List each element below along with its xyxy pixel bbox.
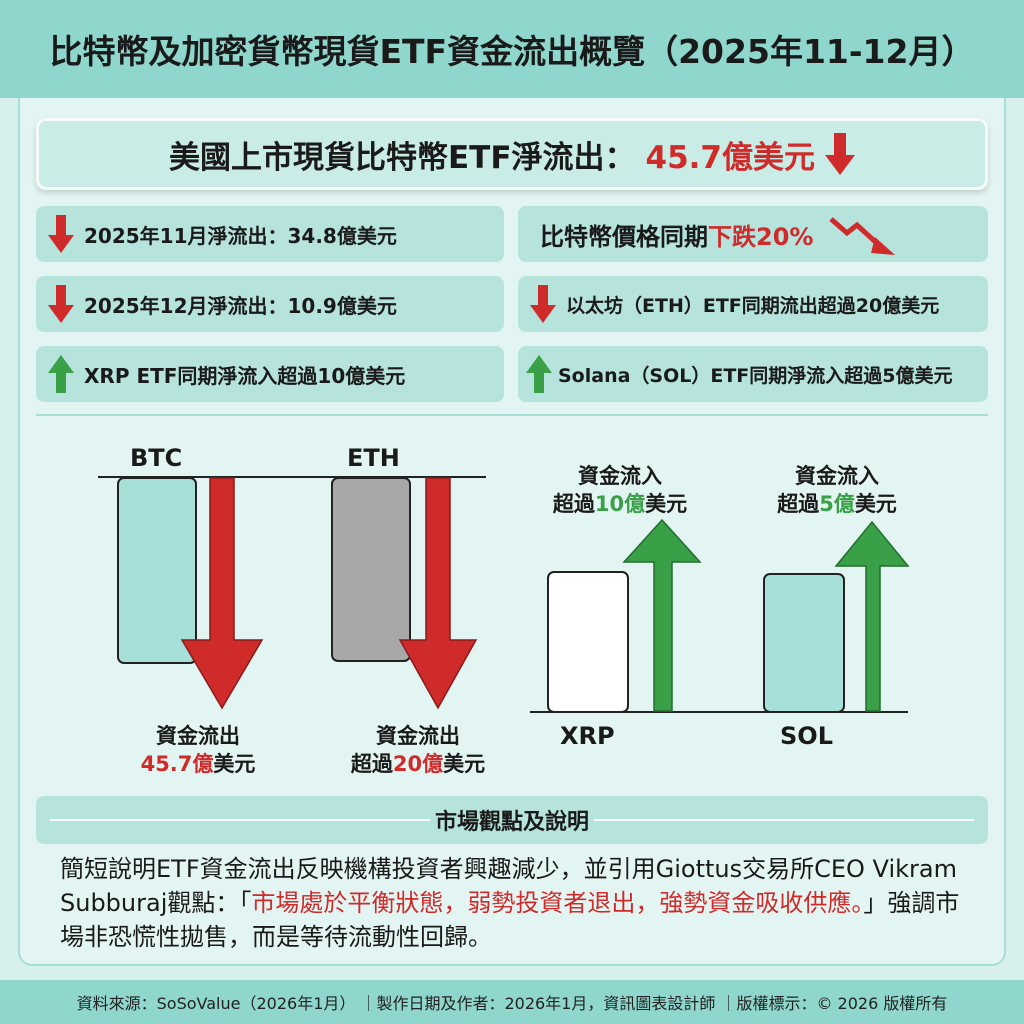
xrp-flow-unit: 美元 <box>645 492 688 516</box>
commentary-quote: 市場處於平衡狀態，弱勢投資者退出，強勢資金吸收供應。 <box>251 889 864 917</box>
market-commentary: 簡短說明ETF資金流出反映機構投資者興趣減少，並引用Giottus交易所CEO … <box>60 852 970 954</box>
trend-down-icon <box>829 217 896 255</box>
xrp-ticker: XRP <box>560 722 615 750</box>
eth-flow-unit: 美元 <box>443 752 486 776</box>
btc-flow-unit: 美元 <box>213 752 256 776</box>
arrow-up-icon <box>526 355 552 393</box>
sol-flow-prefix: 超過 <box>777 492 820 516</box>
banner-text: 美國上市現貨比特幣ETF淨流出： <box>169 139 636 176</box>
nov-outflow-text: 2025年11月淨流出：34.8億美元 <box>84 223 397 248</box>
xrp-inflow-text: XRP ETF同期淨流入超過10億美元 <box>84 363 406 388</box>
btc-flow-value: 45.7億 <box>140 752 214 776</box>
price-value: 下跌20% <box>708 222 814 251</box>
dec-outflow-text: 2025年12月淨流出：10.9億美元 <box>84 293 397 318</box>
xrp-flow-value: 10億 <box>594 492 646 516</box>
btc-outflow-arrow <box>180 477 264 710</box>
eth-ticker: ETH <box>347 444 400 472</box>
eth-outflow-card: 以太坊（ETH）ETF同期流出超過20億美元 <box>518 276 988 332</box>
arrow-down-icon <box>48 285 74 323</box>
sol-bar <box>763 573 845 713</box>
btc-ticker: BTC <box>130 444 183 472</box>
arrow-down-icon <box>48 215 74 253</box>
commentary-outro: 」強調市場非恐慌性拋售，而是等待流動性回歸。 <box>60 889 960 951</box>
eth-bar <box>331 477 411 662</box>
xrp-flow-label: 資金流入 超過10億美元 <box>532 462 708 518</box>
footer-text: 資料來源：SoSoValue（2026年1月） ｜製作日期及作者：2026年1月… <box>76 994 948 1013</box>
section-header: 市場觀點及說明 <box>36 796 988 844</box>
headline-banner: 美國上市現貨比特幣ETF淨流出： 45.7億美元 <box>36 118 988 190</box>
eth-outflow-arrow <box>398 477 478 710</box>
xrp-inflow-arrow <box>622 518 702 712</box>
page-title: 比特幣及加密貨幣現貨ETF資金流出概覽（2025年11-12月） <box>49 32 975 71</box>
sol-inflow-card: Solana（SOL）ETF同期淨流入超過5億美元 <box>518 346 988 402</box>
eth-outflow-text: 以太坊（ETH）ETF同期流出超過20億美元 <box>566 294 940 317</box>
dec-outflow-card: 2025年12月淨流出：10.9億美元 <box>36 276 504 332</box>
banner-value: 45.7億美元 <box>645 139 816 176</box>
sol-inflow-text: Solana（SOL）ETF同期淨流入超過5億美元 <box>558 364 953 387</box>
xrp-flow-prefix: 超過 <box>552 492 595 516</box>
sol-flow-value: 5億 <box>819 492 855 516</box>
arrow-up-icon <box>48 355 74 393</box>
eth-flow-value: 20億 <box>392 752 444 776</box>
xrp-inflow-card: XRP ETF同期淨流入超過10億美元 <box>36 346 504 402</box>
flow-diagram <box>98 476 910 713</box>
footer: 資料來源：SoSoValue（2026年1月） ｜製作日期及作者：2026年1月… <box>0 980 1024 1024</box>
commentary-intro: 簡短說明ETF資金流出反映機構投資者興趣減少，並引用Giottus交易所CEO … <box>60 855 957 917</box>
sol-flow-label: 資金流入 超過5億美元 <box>752 462 922 518</box>
eth-flow-label: 資金流出 超過20億美元 <box>330 722 506 778</box>
btc-flow-label: 資金流出 45.7億美元 <box>118 722 278 778</box>
btc-flow-title: 資金流出 <box>156 724 240 748</box>
sol-ticker: SOL <box>780 722 833 750</box>
arrow-down-icon <box>530 285 556 323</box>
eth-flow-title: 資金流出 <box>376 724 460 748</box>
sol-flow-unit: 美元 <box>854 492 897 516</box>
header: 比特幣及加密貨幣現貨ETF資金流出概覽（2025年11-12月） <box>0 0 1024 98</box>
sol-flow-title: 資金流入 <box>795 464 879 488</box>
btc-bar <box>117 477 197 664</box>
price-prefix: 比特幣價格同期 <box>540 222 708 251</box>
xrp-bar <box>547 571 629 713</box>
sol-inflow-arrow <box>834 520 910 712</box>
eth-flow-prefix: 超過 <box>350 752 393 776</box>
arrow-down-icon <box>825 133 855 175</box>
section-title: 市場觀點及說明 <box>434 810 589 835</box>
nov-outflow-card: 2025年11月淨流出：34.8億美元 <box>36 206 504 262</box>
price-card: 比特幣價格同期 下跌20% <box>518 206 988 262</box>
xrp-flow-title: 資金流入 <box>578 464 662 488</box>
divider <box>36 414 988 416</box>
